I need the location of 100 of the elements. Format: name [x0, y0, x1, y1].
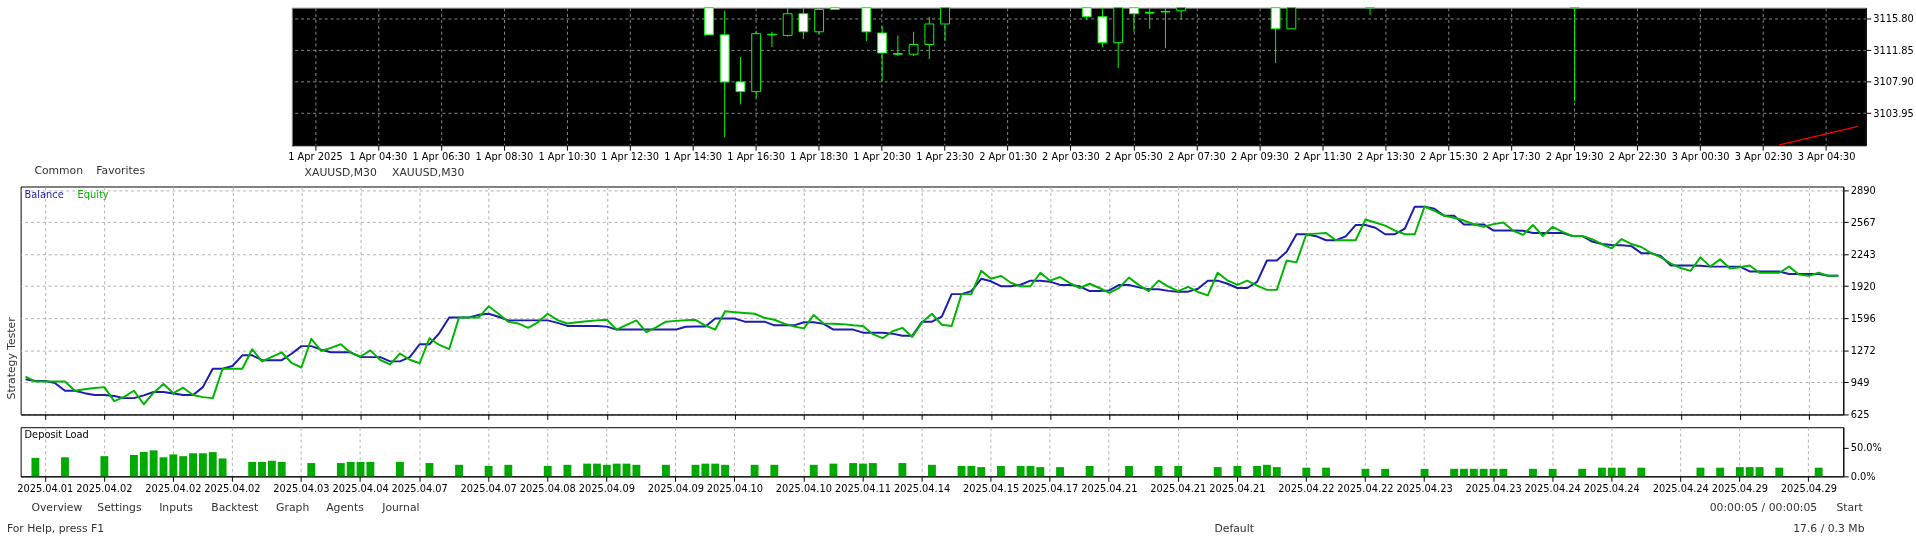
- bar: [859, 463, 867, 477]
- bar: [928, 464, 936, 477]
- x-tick-label: 2025.04.09: [578, 482, 635, 494]
- x-tick-label: 1 Apr 16:30: [727, 151, 786, 163]
- bar: [1469, 468, 1478, 477]
- text: Agents: [326, 500, 365, 514]
- x-tick-label: 2025.04.29: [1780, 482, 1837, 494]
- bar: [1597, 467, 1606, 477]
- x-tick-label: 1 Apr 2025: [288, 151, 343, 163]
- text: Common: [34, 163, 84, 177]
- x-tick-label: 2025.04.21: [1081, 482, 1138, 494]
- bar: [484, 465, 493, 477]
- bar: [1814, 467, 1823, 477]
- bar: [711, 463, 720, 477]
- text: Graph: [276, 500, 310, 514]
- x-tick-label: 2 Apr 01:30: [979, 151, 1037, 163]
- bar: [1253, 465, 1262, 477]
- bar: [1381, 468, 1390, 477]
- text: Favorites: [96, 163, 146, 177]
- x-tick-label: 3 Apr 00:30: [1671, 151, 1730, 163]
- bar: [267, 460, 276, 477]
- bar: [1548, 468, 1557, 477]
- x-tick-label: 2 Apr 19:30: [1545, 151, 1604, 163]
- x-tick-label: 2025.04.22: [1278, 482, 1335, 494]
- y-tick-label: 3111.85: [1873, 44, 1914, 56]
- bar: [1450, 468, 1459, 477]
- text: Overview: [31, 500, 83, 514]
- bar: [750, 464, 759, 477]
- x-tick-label: 2025.04.07: [391, 482, 448, 494]
- chart-title: Deposit Load: [24, 429, 89, 441]
- x-tick-label: 2025.04.02: [76, 482, 133, 494]
- bar: [1036, 467, 1045, 477]
- x-tick-label: 3 Apr 04:30: [1797, 151, 1856, 163]
- x-tick-label: 2025.04.10: [775, 482, 832, 494]
- bar: [366, 461, 375, 477]
- y-tick-label: 625: [1850, 408, 1870, 420]
- candlestick: [1129, 7, 1139, 33]
- bar: [1056, 467, 1064, 477]
- bar: [169, 454, 178, 477]
- candlestick: [892, 34, 903, 57]
- bar: [139, 452, 148, 477]
- y-tick-label: 2567: [1850, 216, 1876, 228]
- text: Start: [1836, 500, 1863, 514]
- x-tick-label: 2025.04.29: [1711, 482, 1768, 494]
- bar: [1637, 467, 1646, 477]
- x-tick-label: 1 Apr 08:30: [475, 151, 534, 163]
- bar: [1460, 468, 1468, 477]
- x-tick-label: 2025.04.02: [204, 482, 261, 494]
- candlestick: [1144, 7, 1155, 30]
- text: Settings: [97, 500, 142, 514]
- x-tick-label: 2025.04.21: [1209, 482, 1266, 494]
- y-tick-label: 3107.90: [1873, 76, 1914, 88]
- bar: [1617, 467, 1626, 477]
- bar: [770, 464, 779, 477]
- bar: [208, 452, 217, 477]
- bar: [1420, 468, 1429, 477]
- bar: [218, 458, 227, 477]
- y-tick-label: 1596: [1850, 312, 1876, 324]
- bar: [1479, 468, 1488, 477]
- bar: [1578, 468, 1587, 477]
- bar: [1302, 467, 1311, 477]
- x-tick-label: 2025.04.08: [519, 482, 576, 494]
- y-tick-label: 3103.95: [1873, 107, 1914, 119]
- bar: [1085, 465, 1094, 477]
- x-tick-label: 1 Apr 18:30: [790, 151, 849, 163]
- x-tick-label: 2025.04.24: [1583, 482, 1640, 494]
- x-tick-label: 1 Apr 23:30: [916, 151, 974, 163]
- bar: [1529, 468, 1537, 477]
- x-tick-label: 2025.04.07: [460, 482, 517, 494]
- x-tick-label: 2025.04.22: [1337, 482, 1394, 494]
- bar: [31, 457, 40, 477]
- bar: [1263, 464, 1271, 477]
- y-tick-label: 2243: [1850, 248, 1876, 260]
- bar: [307, 463, 316, 477]
- candlestick: [735, 56, 746, 105]
- bar: [1607, 467, 1616, 477]
- bar: [455, 464, 463, 477]
- text: Inputs: [159, 500, 194, 514]
- y-tick-label: 949: [1850, 376, 1870, 388]
- x-tick-label: 1 Apr 20:30: [853, 151, 911, 163]
- x-tick-label: 2 Apr 07:30: [1168, 151, 1226, 163]
- x-tick-label: 2 Apr 11:30: [1293, 151, 1352, 163]
- x-tick-label: 2 Apr 22:30: [1608, 151, 1667, 163]
- bar: [179, 456, 188, 477]
- bar: [849, 463, 858, 477]
- bar: [258, 461, 266, 477]
- bar: [809, 464, 818, 477]
- x-tick-label: 2025.04.24: [1524, 482, 1581, 494]
- x-tick-label: 2 Apr 05:30: [1105, 151, 1163, 163]
- bar: [1233, 465, 1242, 477]
- bar: [1125, 465, 1133, 477]
- bar: [593, 463, 601, 477]
- bar: [868, 463, 877, 477]
- bar: [701, 463, 710, 477]
- bar: [198, 453, 207, 477]
- text: 00:00:05 / 00:00:05: [1709, 500, 1818, 514]
- candlestick: [1160, 7, 1171, 49]
- bar: [1322, 467, 1330, 477]
- bar: [1213, 467, 1222, 477]
- bar: [149, 450, 158, 477]
